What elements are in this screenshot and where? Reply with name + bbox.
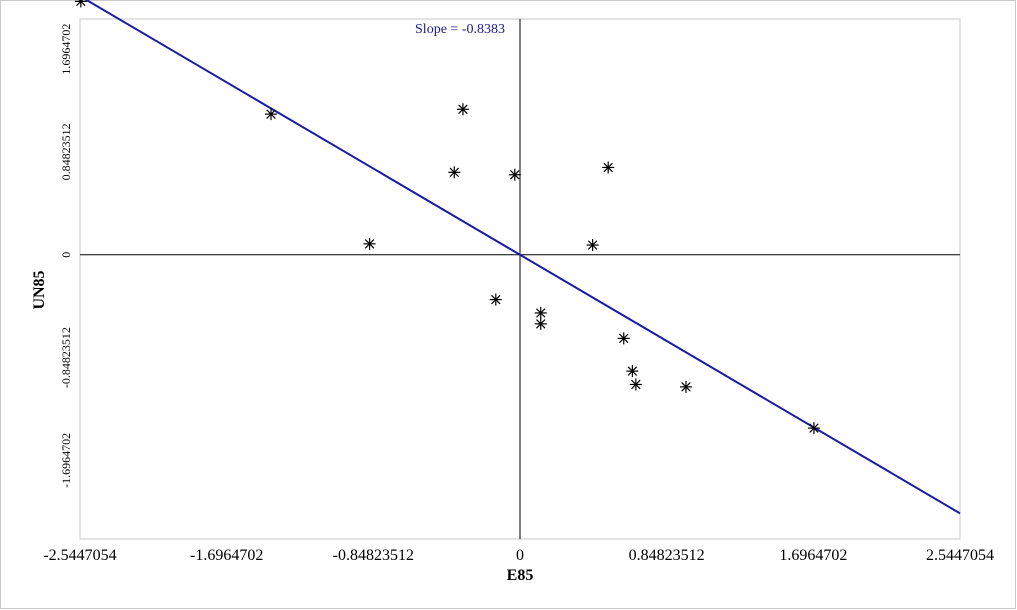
data-points — [74, 0, 820, 435]
y-tick-label: 0.84823512 — [59, 123, 73, 180]
y-tick-labels: 1.6964702 0.84823512 0 -0.84823512 -1.696470… — [59, 24, 73, 488]
data-point — [629, 378, 642, 391]
data-point — [807, 422, 820, 435]
y-tick-label: -0.84823512 — [59, 327, 73, 388]
x-tick-label: 0.84823512 — [629, 547, 705, 564]
x-axis-label: E85 — [507, 567, 534, 584]
y-tick-label: 1.6964702 — [59, 24, 73, 75]
x-tick-labels: -2.5447054 -1.6964702 -0.84823512 0 0.848235… — [43, 547, 994, 564]
y-tick-label: 0 — [59, 252, 73, 258]
data-point — [626, 365, 639, 378]
data-point — [679, 380, 692, 393]
data-point — [602, 161, 615, 174]
x-tick-label: -0.84823512 — [333, 547, 414, 564]
data-point — [534, 306, 547, 319]
data-point — [586, 239, 599, 252]
x-tick-label: 1.6964702 — [779, 547, 847, 564]
y-tick-label: -1.6964702 — [59, 433, 73, 488]
data-point — [363, 237, 376, 250]
data-point — [74, 0, 87, 8]
data-point — [508, 168, 521, 181]
data-point — [456, 103, 469, 116]
data-point — [448, 166, 461, 179]
x-tick-label: -1.6964702 — [190, 547, 263, 564]
data-point — [265, 108, 278, 121]
data-point — [489, 293, 502, 306]
data-point — [617, 332, 630, 345]
chart-title: Slope = -0.8383 — [415, 22, 505, 37]
data-point — [534, 317, 547, 330]
x-tick-label: 0 — [516, 547, 524, 564]
x-tick-label: 2.5447054 — [926, 547, 994, 564]
x-tick-label: -2.5447054 — [43, 547, 116, 564]
y-axis-label: UN85 — [31, 270, 48, 309]
